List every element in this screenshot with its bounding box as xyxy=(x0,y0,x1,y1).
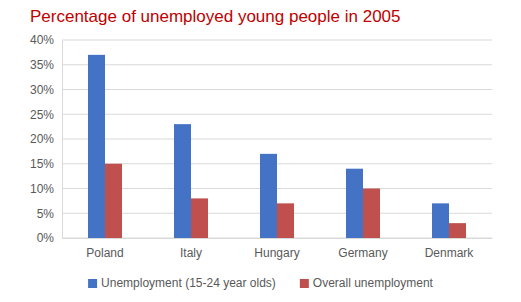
y-tick: 10% xyxy=(30,182,62,196)
x-tick: Denmark xyxy=(425,238,475,260)
y-tick-label: 35% xyxy=(30,58,54,72)
x-tick-label: Denmark xyxy=(425,246,475,260)
x-axis: Poland Italy Hungary Germany Denmark xyxy=(63,238,493,260)
legend-label: Unemployment (15-24 year olds) xyxy=(101,276,276,290)
y-tick: 20% xyxy=(30,132,62,146)
bar xyxy=(88,55,105,238)
chart: Percentage of unemployed young people in… xyxy=(0,0,521,302)
x-tick-label: Italy xyxy=(180,246,202,260)
y-tick-label: 40% xyxy=(30,33,54,47)
x-tick: Poland xyxy=(86,238,123,260)
y-tick: 25% xyxy=(30,108,62,122)
x-tick: Hungary xyxy=(254,238,299,260)
y-tick-label: 20% xyxy=(30,132,54,146)
y-tick: 35% xyxy=(30,58,62,72)
y-tick-label: 0% xyxy=(37,231,55,245)
bars xyxy=(88,55,466,238)
y-tick-label: 30% xyxy=(30,83,54,97)
y-tick: 30% xyxy=(30,83,62,97)
grid-line xyxy=(62,139,492,140)
y-tick-label: 5% xyxy=(37,207,55,221)
y-tick-label: 25% xyxy=(30,108,54,122)
y-tick: 40% xyxy=(30,33,62,47)
y-axis: 0% 5% 10% 15% 20% 25% 30% 35% 40% xyxy=(30,33,63,245)
x-tick-label: Germany xyxy=(338,246,387,260)
bar xyxy=(277,203,294,238)
title: Percentage of unemployed young people in… xyxy=(30,7,401,26)
legend-item: Unemployment (15-24 year olds) xyxy=(88,276,276,290)
legend: Unemployment (15-24 year olds) Overall un… xyxy=(88,276,433,290)
x-tick-label: Poland xyxy=(86,246,123,260)
series xyxy=(105,164,466,238)
legend-swatch xyxy=(88,279,97,288)
y-tick-label: 15% xyxy=(30,157,54,171)
bar xyxy=(346,169,363,238)
y-tick: 15% xyxy=(30,157,62,171)
y-tick-label: 10% xyxy=(30,182,54,196)
y-axis-line xyxy=(62,41,63,239)
x-axis-line xyxy=(63,238,493,239)
series xyxy=(88,55,449,238)
grid-line xyxy=(62,114,492,115)
bar xyxy=(260,154,277,238)
bar xyxy=(449,223,466,238)
bar xyxy=(191,198,208,238)
y-tick: 5% xyxy=(37,207,62,221)
bar xyxy=(105,164,122,238)
grid-line xyxy=(62,89,492,90)
x-tick: Italy xyxy=(180,238,202,260)
legend-swatch xyxy=(300,279,309,288)
y-tick: 0% xyxy=(37,231,62,245)
bar xyxy=(363,189,380,239)
legend-item: Overall unemployment xyxy=(300,276,434,290)
bar xyxy=(174,124,191,238)
grid-line xyxy=(62,64,492,65)
x-tick-label: Hungary xyxy=(254,246,299,260)
legend-label: Overall unemployment xyxy=(313,276,434,290)
grid xyxy=(62,40,492,238)
x-tick: Germany xyxy=(338,238,387,260)
grid-line xyxy=(62,40,492,41)
bar xyxy=(432,203,449,238)
